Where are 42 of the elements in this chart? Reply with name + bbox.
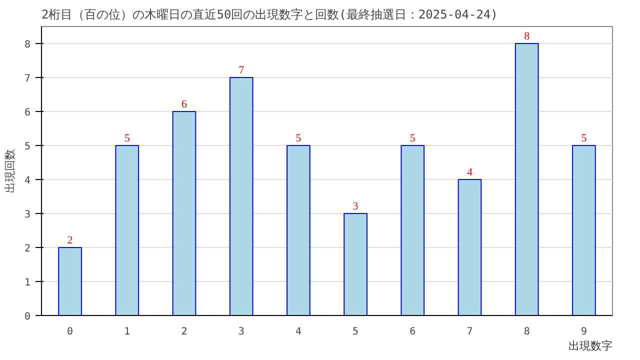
bar bbox=[400, 145, 425, 316]
x-tick-label: 4 bbox=[295, 326, 302, 338]
data-label: 5 bbox=[124, 132, 130, 144]
bar bbox=[172, 111, 196, 316]
y-tick-label: 8 bbox=[24, 40, 31, 50]
y-axis-title: 出現回数 bbox=[3, 149, 16, 193]
bar bbox=[344, 213, 368, 316]
x-tick-label: 9 bbox=[580, 326, 587, 338]
data-label: 6 bbox=[182, 98, 188, 110]
bar bbox=[58, 247, 82, 316]
y-tick-label: 2 bbox=[24, 244, 31, 254]
y-tick-label: 5 bbox=[24, 142, 31, 152]
data-label: 2 bbox=[67, 234, 73, 246]
data-label: 4 bbox=[467, 166, 473, 178]
x-tick-label: 8 bbox=[524, 326, 530, 338]
x-tick-label: 3 bbox=[238, 326, 244, 338]
y-tick-label: 0 bbox=[24, 312, 31, 322]
data-label: 7 bbox=[238, 64, 245, 76]
data-label: 5 bbox=[296, 132, 302, 144]
x-tick-label: 6 bbox=[410, 326, 416, 338]
bar bbox=[572, 145, 596, 316]
y-tick-label: 7 bbox=[24, 74, 31, 84]
y-tick-label: 6 bbox=[24, 108, 31, 118]
bar bbox=[286, 145, 310, 316]
chart-title: 2桁目（百の位）の木曜日の直近50回の出現数字と回数(最終抽選日：2025-04-24) bbox=[42, 8, 498, 22]
bar bbox=[115, 145, 140, 316]
bar bbox=[458, 179, 482, 316]
data-label: 3 bbox=[352, 200, 359, 212]
x-tick-label: 2 bbox=[181, 326, 188, 338]
data-label: 5 bbox=[410, 132, 416, 144]
x-tick-label: 0 bbox=[67, 326, 74, 338]
bar bbox=[514, 43, 539, 316]
y-tick-label: 3 bbox=[24, 210, 31, 220]
bar bbox=[229, 77, 254, 316]
x-tick-label: 7 bbox=[466, 326, 473, 338]
y-tick-label: 4 bbox=[24, 176, 31, 186]
y-tick-label: 1 bbox=[24, 278, 31, 288]
x-tick-label: 5 bbox=[352, 326, 359, 338]
x-axis-title: 出現数字 bbox=[568, 340, 612, 352]
data-label: 8 bbox=[524, 30, 530, 42]
data-label: 5 bbox=[581, 132, 588, 144]
x-tick-label: 1 bbox=[124, 326, 130, 338]
